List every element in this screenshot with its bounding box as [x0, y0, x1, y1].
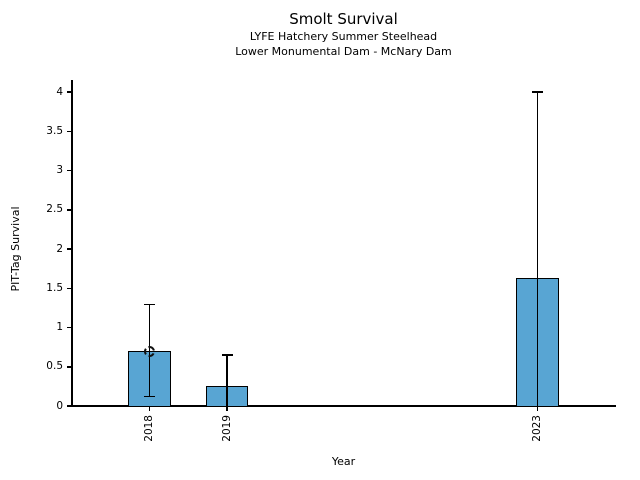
y-tick-mark: [67, 366, 71, 368]
y-tick-label: 3.5: [46, 124, 63, 137]
y-tick-mark: [67, 209, 71, 211]
y-axis-spine: [71, 80, 73, 407]
y-tick-mark: [67, 91, 71, 93]
crosshair-cursor[interactable]: [144, 345, 156, 357]
error-bar-2019: [226, 354, 228, 406]
chart-subtitle-line1: LYFE Hatchery Summer Steelhead: [249, 30, 438, 43]
y-tick-label: 1.5: [46, 281, 63, 294]
chart-subtitle-line2: Lower Monumental Dam - McNary Dam: [235, 45, 452, 58]
y-tick-mark: [67, 248, 71, 250]
error-cap-lower: [144, 395, 156, 398]
y-tick-label: 3: [56, 164, 63, 176]
y-tick-label: 2.5: [46, 203, 63, 216]
error-cap-upper: [221, 354, 233, 356]
y-tick-label: 2: [56, 242, 63, 255]
x-tick-label: 2023: [530, 415, 543, 442]
x-tick-mark: [226, 406, 228, 411]
error-bar-2023: [536, 92, 539, 406]
y-tick-label: 0.5: [46, 360, 63, 373]
chart-title: Smolt Survival: [289, 10, 398, 28]
y-tick-mark: [67, 287, 71, 289]
y-tick-label: 4: [56, 85, 63, 98]
y-tick-label: 1: [56, 321, 63, 333]
y-tick-mark: [67, 326, 71, 329]
y-tick-mark: [67, 169, 71, 172]
x-tick-mark: [536, 406, 539, 411]
chart-header: Smolt Survival LYFE Hatchery Summer Stee…: [72, 10, 615, 59]
x-tick-label: 2019: [220, 415, 233, 442]
x-axis-spine: [71, 405, 616, 407]
x-axis-label: Year: [331, 455, 356, 468]
y-tick-label: 0: [56, 399, 63, 412]
x-tick-mark: [148, 406, 151, 411]
error-cap-upper: [531, 91, 543, 93]
y-tick-mark: [67, 405, 71, 407]
x-tick-label: 2018: [143, 415, 156, 442]
error-cap-upper: [144, 303, 156, 306]
y-tick-mark: [67, 130, 71, 132]
